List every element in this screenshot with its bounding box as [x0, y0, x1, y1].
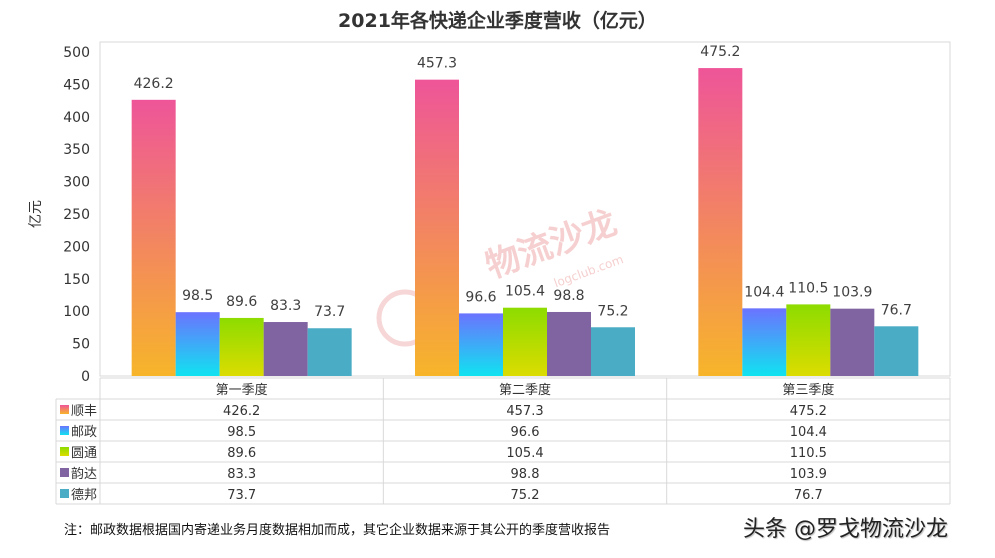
bar: [219, 317, 264, 376]
y-tick-label: 300: [63, 175, 90, 191]
data-label: 105.4: [505, 284, 545, 300]
legend-swatch: [60, 405, 69, 414]
data-label: 73.7: [314, 304, 345, 320]
x-category-label: 第二季度: [499, 382, 551, 398]
data-label: 96.6: [465, 289, 496, 305]
y-tick-label: 500: [63, 45, 90, 61]
table-cell: 457.3: [506, 404, 543, 419]
legend-label: 邮政: [71, 425, 97, 440]
y-tick-label: 250: [63, 207, 90, 223]
legend-swatch: [60, 468, 69, 477]
y-tick-label: 50: [72, 337, 90, 353]
table-cell: 426.2: [223, 404, 260, 419]
chart-title: 2021年各快递企业季度营收（亿元）: [338, 10, 657, 32]
data-label: 98.5: [182, 288, 213, 304]
table-cell: 98.5: [227, 425, 256, 440]
legend-label: 圆通: [71, 446, 97, 461]
data-label: 76.7: [881, 302, 912, 318]
data-label: 103.9: [832, 285, 872, 301]
table-cell: 75.2: [511, 488, 540, 503]
data-label: 104.4: [744, 284, 784, 300]
data-label: 475.2: [700, 44, 740, 60]
legend-label: 德邦: [71, 488, 97, 503]
data-label: 83.3: [270, 298, 301, 314]
bar: [131, 99, 176, 377]
data-label: 89.6: [226, 294, 257, 310]
legend-swatch: [60, 447, 69, 456]
legend-label: 顺丰: [71, 404, 97, 419]
data-label: 75.2: [597, 303, 628, 319]
table-cell: 103.9: [790, 467, 827, 482]
table-cell: 110.5: [790, 446, 827, 461]
table-cell: 98.8: [511, 467, 540, 482]
y-tick-label: 450: [63, 77, 90, 93]
bar: [742, 308, 787, 376]
legend-swatch: [60, 426, 69, 435]
bar: [830, 308, 875, 376]
data-label: 98.8: [553, 288, 584, 304]
bar: [263, 322, 308, 376]
table-cell: 76.7: [794, 488, 823, 503]
table-cell: 83.3: [227, 467, 256, 482]
table-cell: 104.4: [790, 425, 827, 440]
table-cell: 73.7: [227, 488, 256, 503]
y-tick-label: 0: [81, 369, 90, 385]
y-tick-label: 350: [63, 142, 90, 158]
data-label: 110.5: [788, 280, 828, 296]
footnote: 注：邮政数据根据国内寄递业务月度数据相加而成，其它企业数据来源于其公开的季度营收…: [64, 523, 611, 538]
bar: [415, 79, 459, 376]
y-axis-label: 亿元: [28, 200, 44, 228]
watermark: 头条 @罗戈物流沙龙: [743, 517, 948, 542]
bar: [459, 313, 503, 376]
bar: [786, 304, 831, 376]
bar: [175, 312, 220, 376]
table-cell: 475.2: [790, 404, 827, 419]
data-label: 426.2: [134, 76, 174, 92]
y-tick-label: 150: [63, 272, 90, 288]
x-category-label: 第三季度: [782, 382, 834, 398]
x-category-label: 第一季度: [216, 382, 268, 398]
bar: [591, 327, 635, 376]
bar: [874, 326, 919, 376]
y-tick-label: 100: [63, 304, 90, 320]
table-cell: 105.4: [506, 446, 543, 461]
bar: [307, 328, 352, 376]
legend-label: 韵达: [71, 467, 97, 482]
bar: [547, 311, 591, 376]
table-cell: 96.6: [511, 425, 540, 440]
legend-swatch: [60, 489, 69, 498]
table-cell: 89.6: [227, 446, 256, 461]
bar: [698, 68, 743, 376]
data-label: 457.3: [417, 56, 457, 72]
bar: [503, 307, 547, 376]
y-tick-label: 400: [63, 110, 90, 126]
y-tick-label: 200: [63, 239, 90, 255]
